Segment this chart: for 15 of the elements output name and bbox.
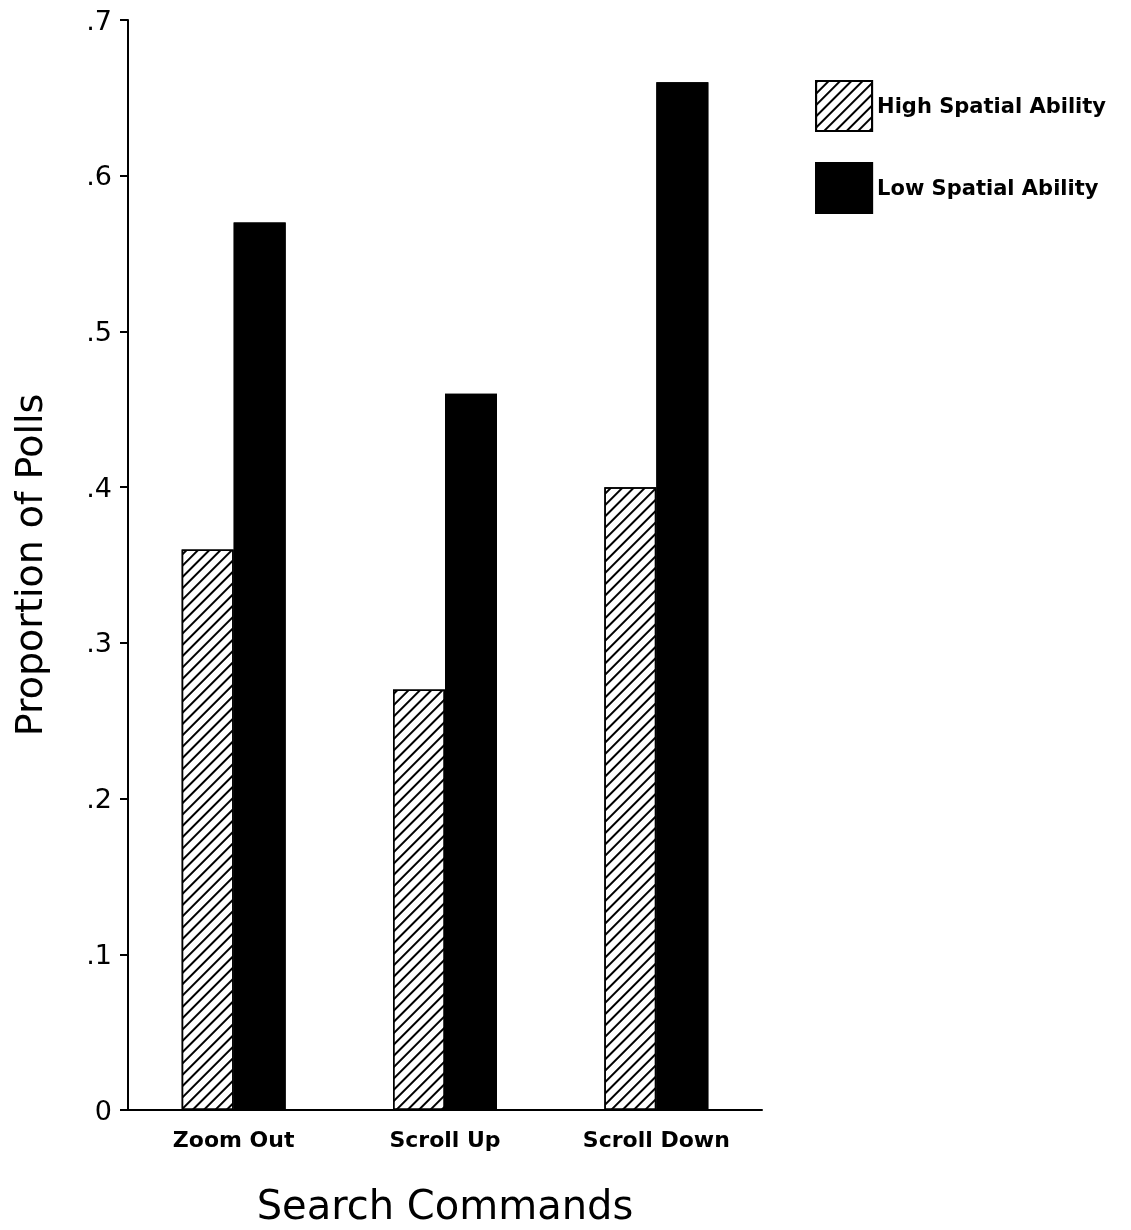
x-tick-label: Zoom Out [172, 1126, 295, 1152]
y-tick-label: .1 [86, 938, 112, 970]
legend-label: Low Spatial Ability [877, 176, 1099, 200]
y-tick-label: .6 [86, 160, 112, 192]
x-axis-title: Search Commands [256, 1182, 634, 1228]
y-tick-label: .2 [86, 783, 112, 815]
legend-label: High Spatial Ability [877, 94, 1107, 118]
y-axis-title: Proportion of Polls [7, 393, 51, 737]
y-tick-label: .4 [86, 471, 112, 503]
y-tick-label: .5 [86, 315, 112, 347]
x-tick-label: Scroll Down [582, 1126, 730, 1152]
y-tick-label: .3 [86, 627, 112, 659]
x-tick-label: Scroll Up [389, 1126, 501, 1152]
y-tick-label: .7 [86, 4, 112, 36]
y-tick-label: 0 [94, 1094, 112, 1126]
